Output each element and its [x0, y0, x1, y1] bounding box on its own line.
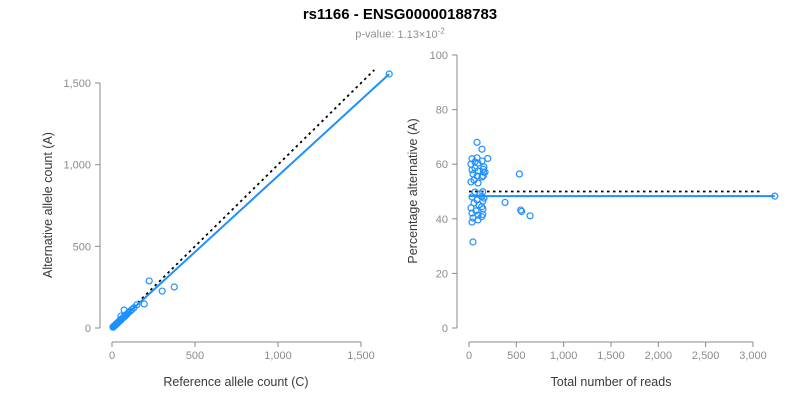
data-point: [474, 216, 482, 224]
data-point: [517, 206, 525, 214]
y-axis: 0 20 40 60 80 100: [430, 50, 458, 335]
y-axis-label: Percentage alternative (A): [406, 118, 420, 263]
data-point: [484, 154, 492, 163]
data-point: [518, 207, 526, 216]
y-tick-label: 1,000: [63, 160, 91, 172]
data-point: [467, 178, 475, 186]
x-tick-label: 3,000: [739, 350, 767, 362]
pvalue-exponent: -2: [437, 26, 445, 35]
data-point: [478, 173, 486, 181]
x-axis: 0 500 1,000 1,500 2,000 2,500 3,000: [466, 341, 767, 362]
x-axis-label: Total number of reads: [551, 375, 672, 389]
figure-title: rs1166 - ENSG00000188783: [302, 6, 498, 23]
identity-line: [111, 69, 375, 329]
data-point: [479, 168, 488, 176]
x-tick-label: 2,500: [692, 350, 720, 362]
data-point: [467, 204, 475, 212]
data-point: [771, 192, 779, 200]
y-tick-label: 80: [436, 105, 448, 117]
x-tick-label: 500: [507, 350, 525, 362]
data-point: [501, 198, 509, 207]
x-tick-label: 0: [109, 350, 115, 362]
figure-subtitle: p-value: 1.13×10-2: [0, 26, 800, 41]
data-point: [133, 301, 141, 309]
data-point: [526, 212, 534, 220]
data-point: [117, 312, 125, 320]
data-point: [474, 211, 482, 219]
x-tick-label: 1,000: [550, 350, 578, 362]
data-point: [474, 179, 482, 187]
x-tick-label: 500: [186, 350, 204, 362]
data-point: [478, 145, 486, 153]
x-axis: 0 500 1,000 1,500: [109, 341, 375, 362]
fit-line: [111, 73, 390, 329]
data-point: [128, 305, 136, 314]
data-point: [515, 170, 523, 178]
data-point: [468, 218, 476, 226]
pvalue-value: 1.13×10-2: [397, 26, 445, 41]
data-point: [472, 207, 480, 215]
data-point: [469, 238, 477, 246]
data-point: [140, 300, 148, 308]
data-points: [109, 70, 393, 331]
y-tick-label: 60: [436, 159, 448, 171]
x-tick-label: 2,000: [645, 350, 673, 362]
x-tick-label: 0: [466, 350, 472, 362]
pvalue-prefix: p-value:: [355, 28, 395, 41]
data-point: [145, 277, 153, 285]
x-axis-label: Reference allele count (C): [163, 375, 308, 389]
data-point: [170, 283, 178, 291]
data-points: [467, 138, 779, 246]
y-axis-label: Alternative allele count (A): [41, 132, 55, 278]
data-point: [473, 138, 481, 146]
y-tick-label: 40: [436, 214, 448, 226]
y-tick-label: 20: [436, 268, 448, 280]
x-tick-label: 1,500: [597, 350, 625, 362]
x-tick-label: 1,500: [347, 350, 375, 362]
y-tick-label: 500: [73, 241, 91, 253]
y-tick-label: 1,500: [63, 78, 91, 90]
y-tick-label: 100: [430, 50, 448, 62]
y-tick-label: 0: [442, 323, 448, 335]
data-point: [385, 70, 393, 78]
data-point: [468, 193, 476, 201]
allele-count-scatter: 0 500 1,000 1,500 0 500 1,000 1,500 Reference al…: [41, 69, 393, 389]
percentage-scatter: 0 500 1,000 1,500 2,000 2,500 3,000 0 20 40 60 80 10…: [406, 50, 779, 389]
y-axis: 0 500 1,000 1,500: [63, 78, 101, 335]
data-point: [479, 172, 487, 180]
data-point: [478, 157, 486, 165]
x-tick-label: 1,000: [264, 350, 292, 362]
y-tick-label: 0: [85, 323, 91, 335]
data-point: [158, 287, 166, 295]
